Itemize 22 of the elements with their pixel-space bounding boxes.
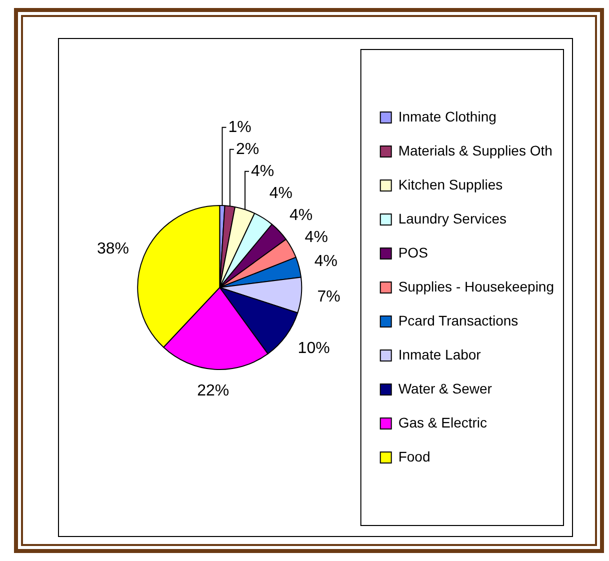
data-label: 4%	[269, 184, 293, 202]
data-label: 38%	[96, 240, 129, 258]
legend-label: Laundry Services	[398, 210, 507, 226]
legend-label: Gas & Electric	[398, 414, 488, 430]
data-label: 4%	[314, 253, 338, 270]
legend-label: Kitchen Supplies	[398, 176, 503, 192]
legend-label: Water & Sewer	[398, 380, 492, 396]
data-label: 4%	[304, 228, 328, 246]
legend-label: Materials & Supplies Oth	[398, 142, 552, 158]
legend-label: Food	[398, 448, 430, 464]
data-label: 1%	[228, 118, 252, 136]
legend-label: Inmate Clothing	[398, 108, 496, 124]
data-label: 22%	[197, 382, 230, 400]
data-label: 10%	[298, 340, 330, 358]
legend-label: Inmate Labor	[398, 346, 482, 362]
legend-label: Supplies - Housekeeping	[398, 278, 554, 294]
data-label: 4%	[289, 206, 313, 224]
data-label: 2%	[236, 140, 260, 158]
legend-label: POS	[398, 244, 428, 260]
data-label: 7%	[317, 288, 340, 306]
legend-label: Pcard Transactions	[398, 312, 518, 328]
data-label: 4%	[251, 162, 274, 180]
